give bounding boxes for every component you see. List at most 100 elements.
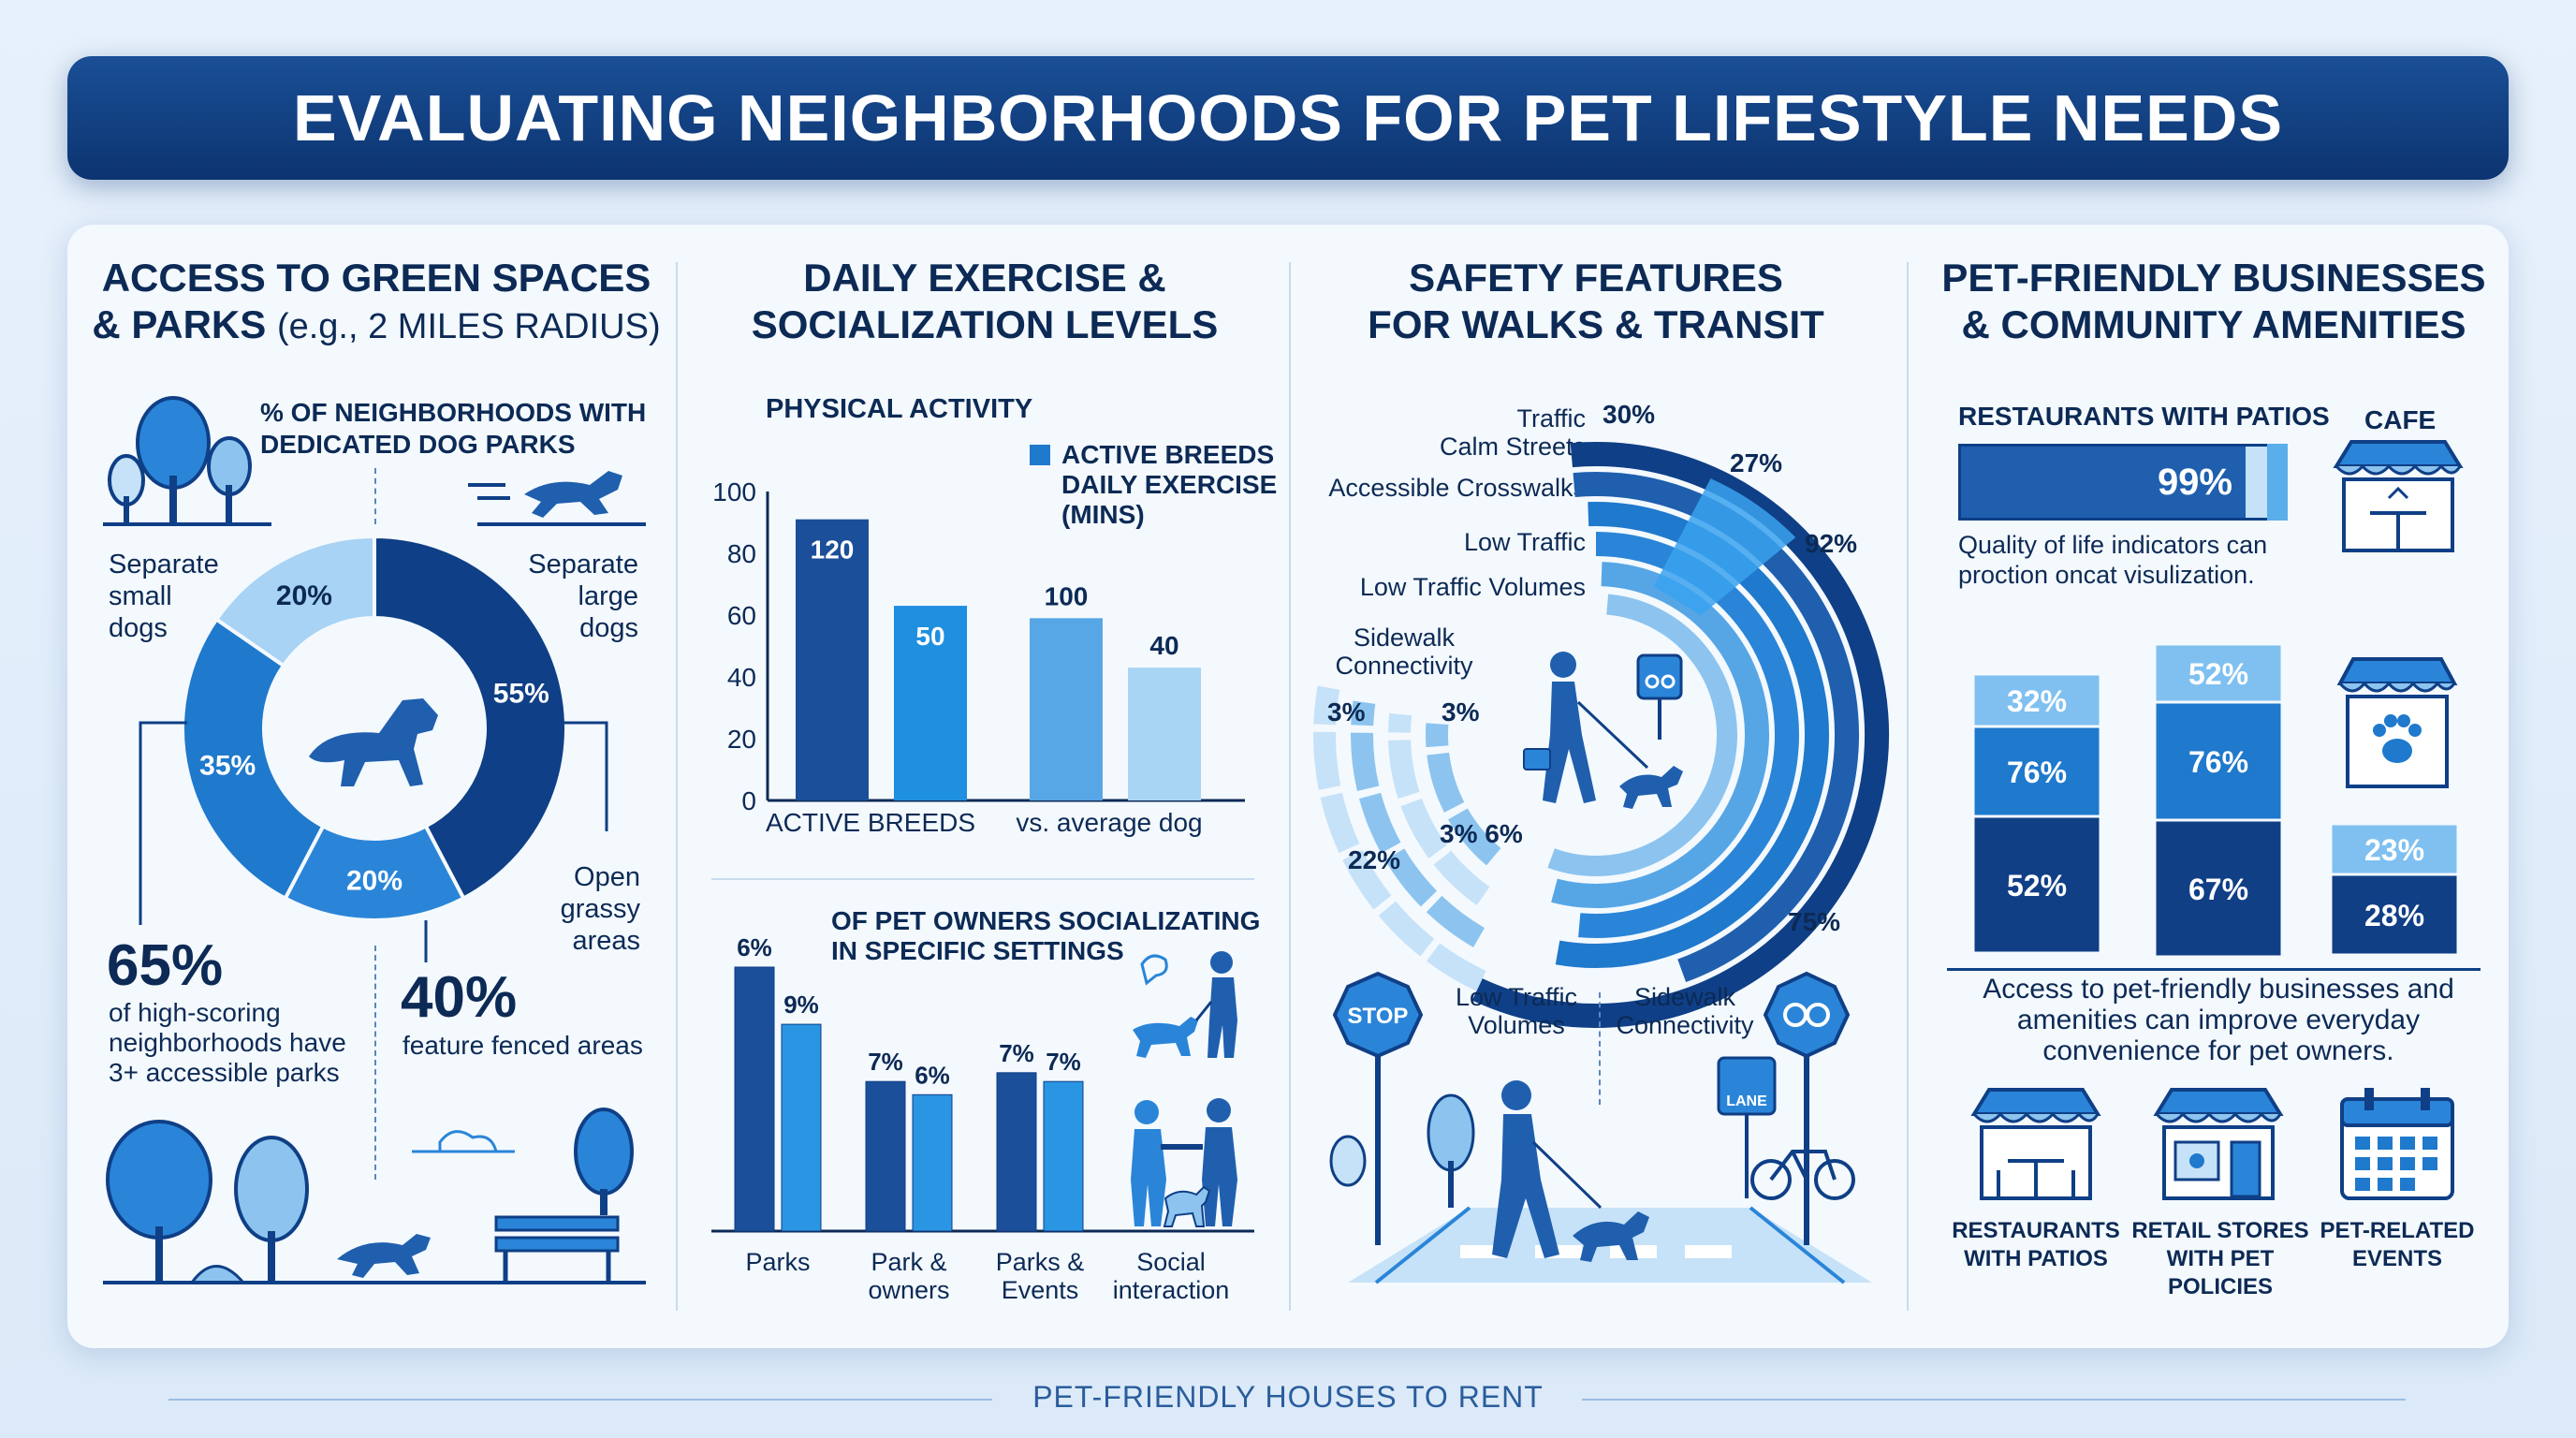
bar-value-label: 50 — [915, 622, 944, 651]
label-line: Volumes — [1468, 1011, 1565, 1039]
social-bar — [781, 1023, 822, 1232]
group-label: Events — [1002, 1276, 1079, 1304]
ring-label: Connectivity — [1335, 652, 1473, 680]
activity-bar — [1030, 618, 1103, 800]
icon-label-line: EVENTS — [2351, 1246, 2443, 1271]
label-line: dogs — [109, 613, 168, 643]
label-line: Low Traffic — [1455, 983, 1578, 1011]
patio-bar-track: 99% — [1958, 444, 2273, 521]
column-divider — [1907, 262, 1909, 1311]
quality-note: Quality of life indicators can proction … — [1958, 530, 2267, 590]
title-banner: EVALUATING NEIGHBORHOODS FOR PET LIFESTY… — [67, 56, 2509, 180]
ring-label: Sidewalk — [1353, 624, 1456, 652]
dog-icon — [309, 698, 438, 786]
pct-3a: 3% — [1327, 697, 1366, 726]
park-scene-icon — [103, 1108, 646, 1284]
pct-30: 30% — [1603, 400, 1656, 429]
title-line: FOR WALKS & TRANSIT — [1368, 302, 1824, 346]
pct-3-6: 3% 6% — [1440, 819, 1523, 848]
donut-segment — [213, 534, 376, 668]
retail-store-icon — [2153, 1088, 2284, 1200]
donut-segment — [181, 616, 326, 902]
stat-65-text: of high-scoring neighborhoods have 3+ ac… — [109, 998, 346, 1088]
icon-label-line: PET-RELATED — [2320, 1218, 2475, 1243]
patio-bar-fill — [1961, 447, 2246, 518]
label-line: grassy — [560, 894, 640, 924]
label-line: large — [578, 581, 639, 611]
title-line: SOCIALIZATION LEVELS — [751, 302, 1219, 346]
stacked-segment — [1971, 672, 2102, 728]
bar-value-label: 6% — [737, 933, 772, 961]
stacked-segment — [2329, 873, 2460, 957]
person-walking-dog-icon — [1523, 652, 1683, 809]
stacked-label: 23% — [2364, 833, 2424, 867]
footer-text: PET-FRIENDLY HOUSES TO RENT — [1032, 1380, 1544, 1414]
icon-label-line: RETAIL STORES — [2131, 1218, 2309, 1243]
owner-with-dog-icon — [1133, 951, 1237, 1058]
icon-label-restaurants: RESTAURANTS WITH PATIOS — [1947, 1217, 2125, 1273]
note-line: Quality of life indicators can — [1958, 531, 2268, 559]
title-small: (e.g., 2 MILES RADIUS) — [276, 307, 661, 346]
exercise-title: DAILY EXERCISE & SOCIALIZATION LEVELS — [685, 255, 1284, 348]
activity-legend: ACTIVE BREEDS DAILY EXERCISE (MINS) — [1030, 440, 1277, 530]
connector-lines — [139, 721, 608, 962]
patio-bar-label: RESTAURANTS WITH PATIOS — [1958, 402, 2330, 431]
icon-label-events: PET-RELATED EVENTS — [2318, 1217, 2477, 1273]
label-line: small — [109, 581, 172, 611]
column-divider — [676, 262, 678, 1311]
icon-label-retail: RETAIL STORES WITH PET POLICIES — [2117, 1217, 2323, 1301]
access-line: convenience for pet owners. — [2042, 1035, 2394, 1066]
donut-label: 20% — [276, 580, 332, 611]
pct-27: 27% — [1730, 448, 1783, 477]
socializing-chart: 6% 9% Parks 7% 6% Park &owners 7% 7% Parks &Even… — [711, 933, 1254, 1304]
trees-icon — [103, 396, 271, 526]
title-line: SAFETY FEATURES — [1409, 256, 1783, 300]
bottom-label-low-traffic: Low Traffic Volumes — [1432, 983, 1601, 1039]
column-divider — [1289, 262, 1291, 1311]
stacked-segment — [2153, 818, 2284, 959]
ring-label: Traffic — [1516, 404, 1586, 433]
social-bar — [996, 1072, 1037, 1232]
social-bar — [912, 1093, 953, 1232]
activity-bar — [796, 519, 869, 800]
access-line: amenities can improve everyday — [2016, 1005, 2421, 1035]
icon-label-line: WITH PATIOS — [1964, 1246, 2108, 1271]
pet-store-icon — [2336, 657, 2458, 788]
label-grassy-areas: Open grassy areas — [543, 861, 640, 957]
label-line: Open — [574, 862, 640, 892]
section-divider — [711, 878, 1254, 880]
cafe-storefront-icon — [2333, 440, 2464, 552]
stacked-label: 76% — [2007, 756, 2067, 789]
y-tick-label: 40 — [727, 663, 756, 692]
ring-label-sidewalk: Sidewalk Connectivity — [1292, 624, 1516, 680]
label-line: Connectivity — [1616, 1011, 1754, 1039]
safety-ring-arc — [1351, 700, 1486, 947]
safety-ring-arc — [1313, 685, 1486, 991]
dashed-line — [374, 946, 376, 1180]
ring-labels: Traffic Calm Streets Accessible Crosswal… — [1301, 404, 1586, 502]
stacked-label: 52% — [2007, 869, 2067, 902]
title-line: & PARKS — [92, 302, 267, 346]
page-title: EVALUATING NEIGHBORHOODS FOR PET LIFESTY… — [292, 81, 2284, 154]
label-line: Separate — [109, 550, 219, 580]
access-text: Access to pet-friendly businesses and am… — [1947, 974, 2490, 1066]
bar-value-label: 100 — [1045, 581, 1089, 610]
title-line: & COMMUNITY AMENITIES — [1961, 302, 2466, 346]
dog-park-donut-chart: 55% 20% 35% 20% — [181, 534, 568, 922]
safety-ring-arc — [1426, 723, 1501, 866]
bar-value-label: 7% — [999, 1039, 1034, 1067]
x-label: vs. average dog — [1016, 808, 1202, 837]
stacked-label: 76% — [2188, 745, 2248, 779]
pct-92: 92% — [1805, 529, 1858, 558]
donut-label: 55% — [493, 678, 549, 709]
dashed-line — [374, 468, 376, 524]
icon-label-line: WITH PET POLICIES — [2166, 1246, 2275, 1299]
stacked-label: 52% — [2188, 657, 2248, 691]
social-bar — [734, 966, 775, 1232]
group-label: Park & — [871, 1248, 946, 1276]
y-tick-label: 60 — [727, 601, 756, 630]
patio-bar-cap — [2267, 444, 2288, 521]
title-line: PET-FRIENDLY BUSINESSES — [1941, 256, 2486, 300]
dashed-line — [1599, 992, 1601, 1105]
footer-line — [168, 1399, 992, 1401]
